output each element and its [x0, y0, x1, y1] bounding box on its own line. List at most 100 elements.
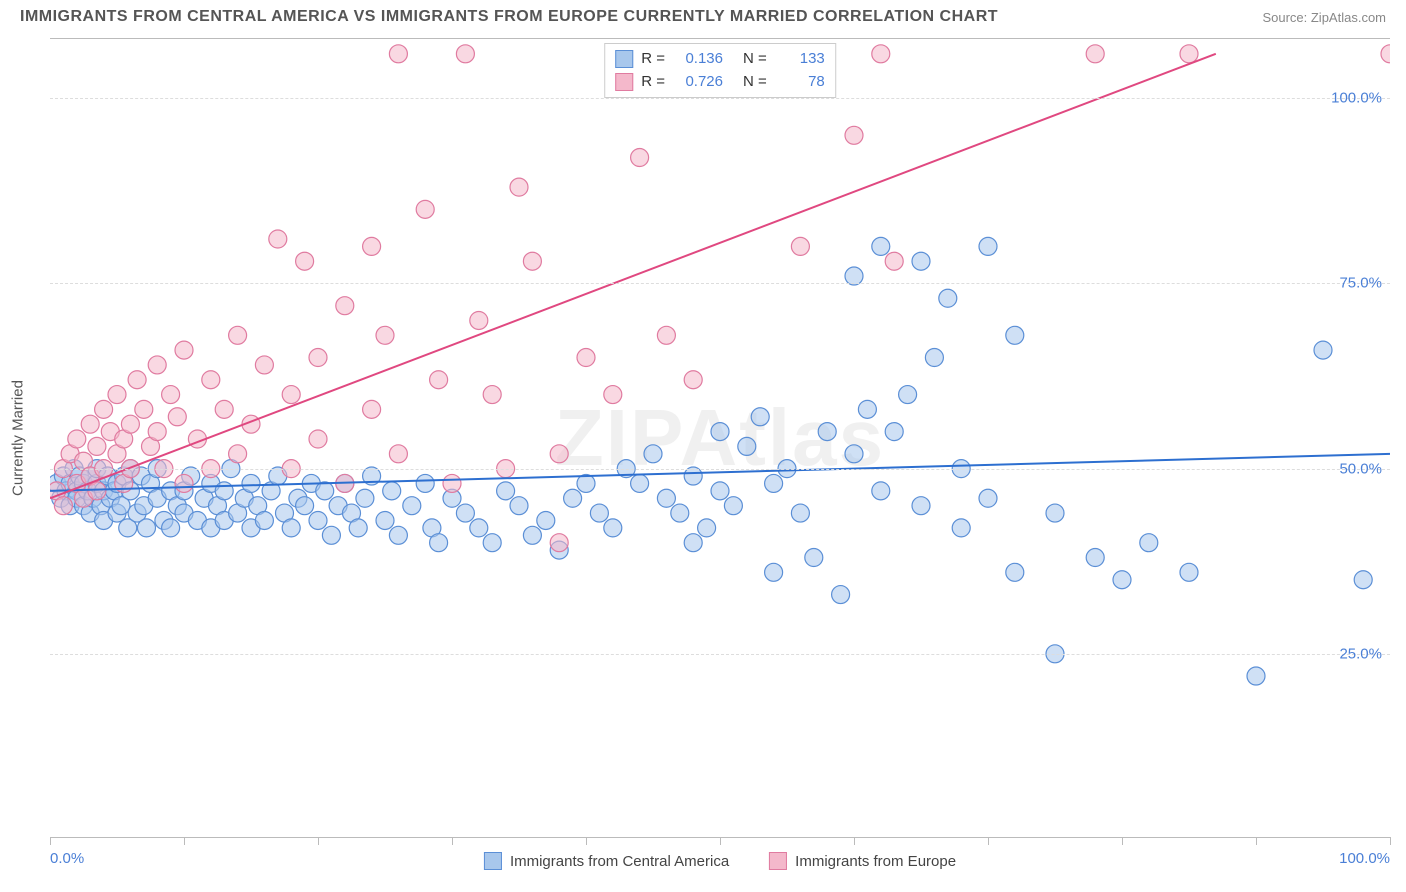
data-point	[952, 519, 970, 537]
data-point	[872, 482, 890, 500]
data-point	[88, 482, 106, 500]
y-tick-label: 100.0%	[1331, 90, 1382, 107]
data-point	[577, 349, 595, 367]
data-point	[88, 437, 106, 455]
y-tick-label: 75.0%	[1339, 275, 1382, 292]
data-point	[1006, 563, 1024, 581]
data-point	[255, 356, 273, 374]
data-point	[845, 445, 863, 463]
data-point	[121, 415, 139, 433]
data-point	[671, 504, 689, 522]
data-point	[912, 252, 930, 270]
chart-container: ZIPAtlas R =0.136N =133R =0.726N =78 25.…	[50, 38, 1390, 838]
n-label: N =	[743, 48, 767, 71]
data-point	[202, 371, 220, 389]
data-point	[483, 534, 501, 552]
data-point	[510, 497, 528, 515]
data-point	[872, 237, 890, 255]
legend-swatch	[615, 73, 633, 91]
data-point	[363, 400, 381, 418]
data-point	[215, 482, 233, 500]
data-point	[296, 497, 314, 515]
legend-swatch	[769, 852, 787, 870]
source-label: Source: ZipAtlas.com	[1262, 10, 1386, 25]
data-point	[657, 326, 675, 344]
data-point	[229, 326, 247, 344]
data-point	[137, 519, 155, 537]
data-point	[818, 423, 836, 441]
data-point	[791, 237, 809, 255]
data-point	[430, 371, 448, 389]
data-point	[443, 474, 461, 492]
data-point	[885, 423, 903, 441]
data-point	[684, 534, 702, 552]
r-value: 0.726	[673, 71, 723, 94]
legend-stat-row: R =0.726N =78	[615, 71, 825, 94]
x-tick-label: 0.0%	[50, 850, 84, 867]
r-label: R =	[641, 71, 665, 94]
data-point	[872, 45, 890, 63]
data-point	[389, 45, 407, 63]
data-point	[403, 497, 421, 515]
data-point	[858, 400, 876, 418]
legend-swatch	[484, 852, 502, 870]
data-point	[349, 519, 367, 537]
data-point	[1381, 45, 1390, 63]
data-point	[1180, 563, 1198, 581]
legend-item: Immigrants from Central America	[484, 852, 729, 870]
data-point	[95, 400, 113, 418]
r-value: 0.136	[673, 48, 723, 71]
data-point	[162, 386, 180, 404]
data-point	[175, 341, 193, 359]
y-tick-label: 50.0%	[1339, 460, 1382, 477]
data-point	[309, 430, 327, 448]
data-point	[564, 489, 582, 507]
data-point	[765, 563, 783, 581]
data-point	[550, 445, 568, 463]
data-point	[376, 511, 394, 529]
legend-label: Immigrants from Europe	[795, 853, 956, 870]
data-point	[1046, 504, 1064, 522]
data-point	[416, 474, 434, 492]
data-point	[456, 45, 474, 63]
data-point	[979, 489, 997, 507]
data-point	[925, 349, 943, 367]
data-point	[389, 526, 407, 544]
legend-bottom: Immigrants from Central America Immigrant…	[484, 852, 956, 870]
data-point	[979, 237, 997, 255]
r-label: R =	[641, 48, 665, 71]
data-point	[1086, 45, 1104, 63]
data-point	[899, 386, 917, 404]
data-point	[81, 415, 99, 433]
data-point	[1140, 534, 1158, 552]
n-value: 133	[775, 48, 825, 71]
data-point	[309, 349, 327, 367]
data-point	[1354, 571, 1372, 589]
data-point	[1180, 45, 1198, 63]
data-point	[604, 519, 622, 537]
data-point	[631, 149, 649, 167]
data-point	[939, 289, 957, 307]
data-point	[168, 408, 186, 426]
plot-svg	[50, 39, 1390, 839]
x-tick-label: 100.0%	[1339, 850, 1390, 867]
n-value: 78	[775, 71, 825, 94]
plot-area: ZIPAtlas R =0.136N =133R =0.726N =78 25.…	[50, 38, 1390, 838]
data-point	[497, 482, 515, 500]
data-point	[483, 386, 501, 404]
data-point	[363, 237, 381, 255]
data-point	[309, 511, 327, 529]
data-point	[644, 445, 662, 463]
data-point	[316, 482, 334, 500]
data-point	[1086, 549, 1104, 567]
data-point	[128, 371, 146, 389]
data-point	[148, 423, 166, 441]
data-point	[604, 386, 622, 404]
data-point	[657, 489, 675, 507]
data-point	[470, 519, 488, 537]
data-point	[269, 230, 287, 248]
data-point	[631, 474, 649, 492]
data-point	[1314, 341, 1332, 359]
legend-stats: R =0.136N =133R =0.726N =78	[604, 43, 836, 98]
data-point	[832, 586, 850, 604]
